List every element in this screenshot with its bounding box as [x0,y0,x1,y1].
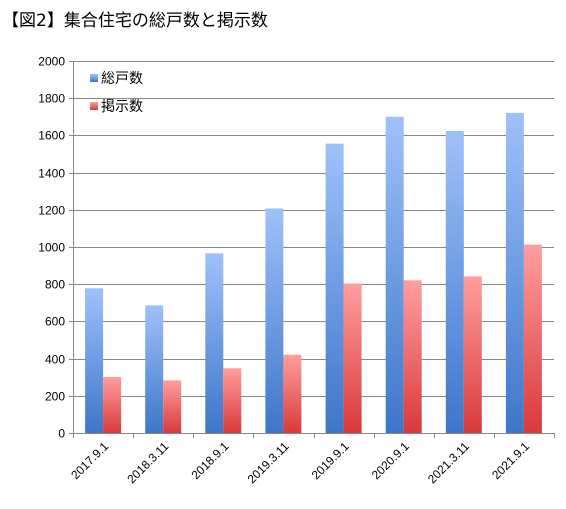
x-tick-label: 2021.3.11 [425,439,472,486]
axes [73,61,554,434]
bar-posted [283,354,302,433]
legend-label-posted: 掲示数 [101,99,143,115]
bar-total-units [445,130,464,433]
y-tick-label: 200 [45,390,65,404]
bar-total-units [205,253,224,433]
bar-posted [403,280,422,433]
y-tick-label: 1800 [38,92,65,106]
legend-label-total-units: 総戸数 [101,71,143,87]
bars [85,112,542,434]
bar-posted [103,377,122,433]
x-tick-label: 2021.9.1 [489,439,532,482]
y-tick-label: 800 [45,278,65,292]
bar-posted [163,380,182,433]
x-tick-label: 2019.3.11 [245,439,292,486]
y-axis-ticks: 0 200 400 600 800 1000 1200 1400 1600 1800 2000 [38,55,73,441]
bar-posted [463,276,482,433]
y-tick-label: 400 [45,353,65,367]
y-tick-label: 1600 [38,129,65,143]
legend-swatch-total-units [90,74,98,82]
legend-swatch-posted [90,102,98,110]
y-tick-label: 1400 [38,167,65,181]
bar-total-units [85,288,104,433]
bar-total-units [385,116,404,434]
y-tick-label: 1000 [38,241,65,255]
legend: 総戸数 掲示数 [90,71,143,115]
bar-total-units [325,143,344,433]
x-tick-label: 2017.9.1 [68,439,111,482]
y-tick-label: 0 [58,427,65,441]
bar-total-units [505,112,524,434]
y-tick-label: 2000 [38,55,65,69]
bar-total-units [145,305,164,433]
bar-posted [223,368,242,433]
x-tick-label: 2019.9.1 [309,439,352,482]
x-tick-label: 2020.9.1 [369,439,412,482]
bar-posted [523,244,542,433]
x-tick-label: 2018.3.11 [124,439,171,486]
bar-posted [343,283,362,433]
x-axis-ticks: 2017.9.1 2018.3.11 2018.9.1 2019.3.11 2019.9… [68,433,555,486]
gridlines [73,61,554,397]
bar-total-units [265,208,284,433]
y-tick-label: 1200 [38,204,65,218]
x-tick-label: 2018.9.1 [188,439,231,482]
chart-title: 【図2】集合住宅の総戸数と掲示数 [2,11,268,31]
y-tick-label: 600 [45,315,65,329]
